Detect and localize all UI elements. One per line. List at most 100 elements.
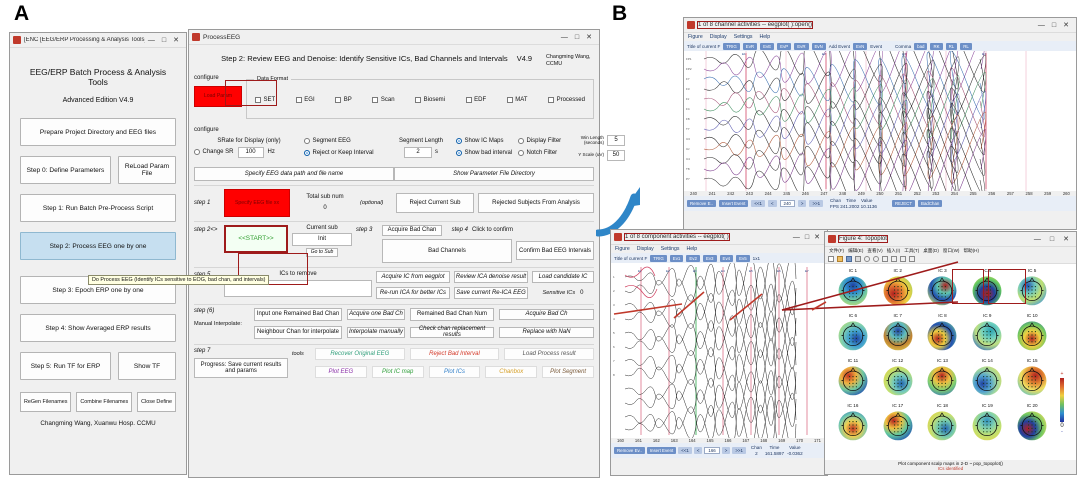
minimize-icon[interactable]: — [147, 36, 155, 44]
step1-run-batch-button[interactable]: Step 1: Run Batch Pre-Process Script [20, 194, 176, 222]
display-filter-radio[interactable]: Display Filter [518, 137, 561, 144]
acquire-ic-from-eegplot-button[interactable]: Acquire IC from eegplot [376, 270, 450, 283]
toolbar-pill[interactable]: TRIG [650, 254, 667, 262]
srate-value-input[interactable]: 100 [237, 146, 264, 158]
plot-ic-map-button[interactable]: Plot IC map [371, 365, 424, 378]
menu-display[interactable]: Display [636, 246, 654, 252]
ic-topoplot-cell[interactable]: IC 4 [965, 268, 1009, 312]
pan-icon[interactable] [882, 256, 888, 262]
toolbar-pill[interactable]: EvR [742, 42, 758, 50]
menu-insert[interactable]: 插入(I) [886, 248, 901, 253]
step5-run-tf-button[interactable]: Step 5: Run TF for ERP [20, 352, 111, 380]
ic-topoplot-cell[interactable]: IC 3 [921, 268, 965, 312]
toolbar-pill[interactable]: bad [914, 42, 928, 50]
maximize-icon[interactable]: □ [1049, 235, 1055, 243]
rerun-ica-button[interactable]: Re-run ICA for better ICs [376, 286, 450, 299]
rejected-subjects-button[interactable]: Rejected Subjects From Analysis [478, 192, 594, 213]
acquire-bad-chan-button[interactable]: Acquire Bad Chan [382, 224, 442, 236]
insert-event-button[interactable]: Insert Event [646, 447, 677, 454]
chanbox-button[interactable]: Chanbox [485, 365, 538, 378]
menu-help[interactable]: Help [759, 34, 771, 40]
recover-original-eeg-button[interactable]: Recover Original EEG [315, 347, 405, 360]
step0-define-parameters-button[interactable]: Step 0: Define Parameters [20, 156, 111, 184]
ic-topoplot-cell[interactable]: IC 19 [965, 403, 1009, 447]
go-to-sub-button[interactable]: Go to Sub [306, 247, 338, 257]
format-checkbox-biosemi[interactable]: Biosemi [415, 96, 445, 103]
format-checkbox-processed[interactable]: Processed [548, 96, 585, 103]
show-ic-maps-radio[interactable]: Show IC Maps [456, 137, 504, 144]
ic-topoplot-cell[interactable]: IC 7 [876, 313, 920, 357]
toolbar-pill[interactable]: EvN [811, 42, 826, 50]
current-sub-input[interactable]: Init [292, 232, 352, 246]
close-icon[interactable]: ✕ [173, 36, 179, 44]
remove-event-button[interactable]: Remove Ev.. [614, 447, 645, 454]
ic-topoplot-cell[interactable]: IC 10 [1010, 313, 1054, 357]
close-icon[interactable]: ✕ [1063, 235, 1069, 243]
next-page-button[interactable]: >>1 [732, 447, 746, 454]
menu-view[interactable]: 查看(V) [867, 248, 883, 253]
ic-topoplot-cell[interactable]: IC 17 [876, 403, 920, 447]
rotate3d-icon[interactable] [900, 256, 906, 262]
neighbour-chan-input[interactable]: Neighbour Chan for interpolate [254, 325, 342, 339]
format-checkbox-mat[interactable]: MAT [506, 96, 527, 103]
next-page-button[interactable]: >>1 [809, 200, 824, 207]
ic-topoplot-cell[interactable]: IC 16 [831, 403, 875, 447]
position-input[interactable]: 166 [704, 447, 720, 454]
remove-event-button[interactable]: Remove E.. [687, 200, 716, 207]
badchan-button[interactable]: BadChan [918, 200, 943, 207]
reject-current-sub-button[interactable]: Reject Current Sub [396, 192, 474, 213]
load-candidate-ic-button[interactable]: Load candidate IC [532, 270, 594, 283]
save-icon[interactable] [846, 256, 852, 262]
next-button[interactable]: > [721, 447, 731, 454]
new-figure-icon[interactable] [828, 256, 834, 262]
format-checkbox-scan[interactable]: Scan [372, 96, 395, 103]
toolbar-pill[interactable]: RL [945, 42, 958, 50]
input-remained-bad-chan-input[interactable]: Input one Remained Bad Chan [254, 307, 342, 321]
ic-topoplot-cell[interactable]: IC 14 [965, 358, 1009, 402]
toolbar-pill[interactable]: Ev2 [686, 254, 700, 262]
y-scale-input[interactable]: 50 [607, 149, 625, 161]
menu-figure[interactable]: Figure [615, 246, 630, 252]
datacursor-icon[interactable] [891, 256, 897, 262]
event-button[interactable]: Event [870, 43, 883, 49]
prev-button[interactable]: < [693, 447, 703, 454]
toolbar-pill[interactable]: RK [930, 42, 943, 50]
interpolate-manually-button[interactable]: Interpolate manually [347, 326, 405, 338]
open-folder-icon[interactable] [837, 256, 843, 262]
eeg-bottom-plot[interactable]: E1 E2 E3 E4 E5 E6 E7 1 2 3 4 5 6 7 8 [611, 263, 827, 438]
menu-settings[interactable]: Settings [733, 34, 753, 40]
prev-page-button[interactable]: <<1 [751, 200, 765, 207]
reject-button[interactable]: REJECT [891, 200, 916, 207]
ic-topoplot-cell[interactable]: IC 15 [1010, 358, 1054, 402]
minimize-icon[interactable]: — [792, 233, 800, 241]
toolbar-pill[interactable]: Ev4 [719, 254, 734, 262]
print-icon[interactable] [855, 256, 861, 262]
ic-topoplot-cell[interactable]: IC 11 [831, 358, 875, 402]
segment-eeg-radio[interactable]: Segment EEG [304, 137, 351, 144]
menu-display[interactable]: Display [709, 34, 727, 40]
minimize-icon[interactable]: — [1037, 21, 1045, 29]
toolbar-pill[interactable]: EvN [853, 42, 868, 50]
regen-filenames-button[interactable]: ReGen Filenames [20, 392, 72, 412]
toolbar-pill[interactable]: Ev1 [669, 254, 684, 262]
menu-tools[interactable]: 工具(T) [904, 248, 920, 253]
format-checkbox-egi[interactable]: EGI [295, 96, 315, 103]
remained-bad-chan-num[interactable]: Remained Bad Chan Num [410, 307, 494, 321]
combine-filenames-button[interactable]: Combine Filenames [76, 392, 133, 412]
ic-topoplot-cell[interactable]: IC 12 [876, 358, 920, 402]
position-input[interactable]: 240 [779, 200, 795, 207]
reject-or-keep-radio[interactable]: Reject or Keep Interval [304, 149, 374, 156]
menu-desktop[interactable]: 桌面(D) [923, 248, 939, 253]
ic-topoplot-cell[interactable]: IC 20 [1010, 403, 1054, 447]
close-icon[interactable]: ✕ [1063, 21, 1069, 29]
toolbar-pill[interactable]: Ev5 [736, 254, 750, 262]
ic-topoplot-cell[interactable]: IC 2 [876, 268, 920, 312]
load-param-button[interactable]: Load Param [194, 85, 242, 107]
ic-topoplot-cell[interactable]: IC 1 [831, 268, 875, 312]
bad-channels-input[interactable]: Bad Channels [382, 238, 512, 263]
progress-save-button[interactable]: Progress: Save current results and param… [194, 357, 288, 378]
maximize-icon[interactable]: □ [1051, 21, 1057, 29]
check-chan-replacement-button[interactable]: Check chan replacement results [410, 326, 494, 338]
insert-legend-icon[interactable] [909, 256, 915, 262]
eeg-top-plot[interactable]: FP1 FP2 F7 F3 Fz F4 F8 T7 C3 Cz C4 T8 P7 E1 E2 E3 E… [684, 51, 1076, 191]
